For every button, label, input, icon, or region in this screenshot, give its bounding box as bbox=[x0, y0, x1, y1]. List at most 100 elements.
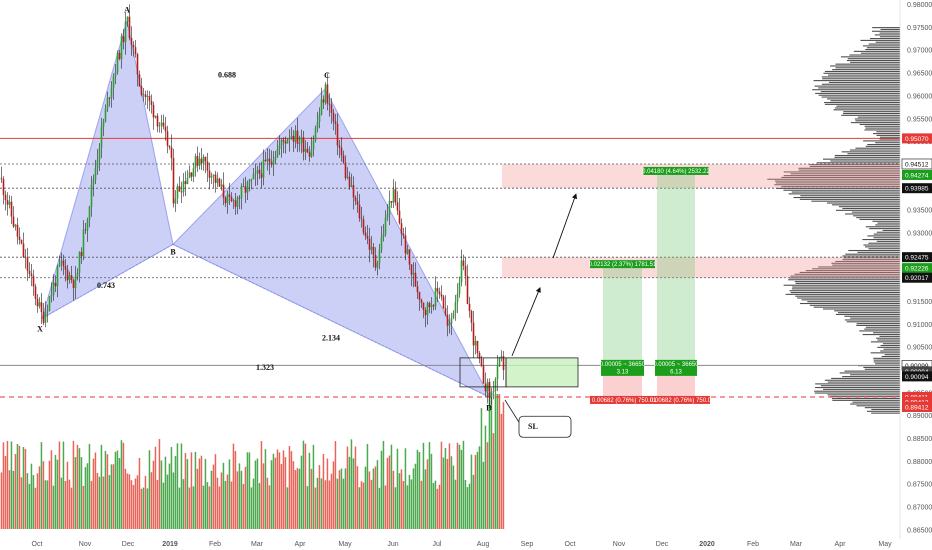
volume-bar bbox=[226, 474, 229, 529]
candle-body bbox=[134, 47, 137, 54]
time-tick-label: Dec bbox=[122, 541, 135, 548]
volume-bar bbox=[328, 480, 331, 529]
price-tag bbox=[902, 391, 932, 402]
volume-bar bbox=[282, 450, 285, 529]
profile-bar bbox=[851, 211, 900, 213]
profile-bar bbox=[837, 312, 900, 314]
candle-body bbox=[364, 232, 367, 236]
candle-body bbox=[162, 122, 165, 127]
profile-bar bbox=[793, 196, 900, 199]
profile-bar bbox=[791, 288, 900, 290]
position-tools[interactable]: 0.02132 (2.37%) 1781.510.00005 ~ 366503.… bbox=[459, 166, 715, 404]
candle-body bbox=[342, 155, 345, 163]
profile-bar bbox=[850, 403, 900, 405]
profile-bar bbox=[821, 96, 900, 98]
long-position-tool[interactable]: 0.02132 (2.37%) 1781.51 0.00005 ~ 366503.… bbox=[589, 260, 657, 397]
profile-bar bbox=[872, 133, 900, 135]
volume-bar bbox=[362, 482, 365, 529]
candle-body bbox=[448, 323, 451, 326]
volume-bar bbox=[206, 482, 209, 529]
volume-bar bbox=[450, 456, 453, 529]
candle-body bbox=[60, 260, 63, 264]
price-tag bbox=[902, 401, 932, 412]
candle-body bbox=[474, 340, 477, 346]
profile-bar bbox=[879, 32, 900, 34]
volume-bar bbox=[416, 449, 419, 529]
profile-bar bbox=[842, 112, 900, 115]
volume-bar bbox=[256, 458, 259, 529]
entry-zone-box[interactable] bbox=[505, 357, 579, 388]
time-tick-label: Nov bbox=[613, 541, 626, 548]
profile-bar bbox=[873, 357, 900, 359]
candle-body bbox=[344, 162, 347, 178]
profile-bar bbox=[842, 255, 900, 257]
candle-body bbox=[308, 152, 311, 157]
profile-bar bbox=[865, 145, 900, 147]
volume-bar bbox=[100, 444, 103, 529]
volume-bar bbox=[136, 475, 139, 529]
volume-bar bbox=[88, 443, 91, 529]
volume-bar bbox=[268, 485, 271, 529]
volume-bar bbox=[80, 457, 83, 529]
candle-body bbox=[350, 185, 353, 187]
price-tick-label: 0.96000 bbox=[907, 93, 932, 100]
candle-body bbox=[328, 103, 331, 105]
volume-bar bbox=[168, 463, 171, 529]
candle-body bbox=[40, 302, 43, 313]
volume-bar bbox=[92, 458, 95, 529]
volume-bar bbox=[340, 468, 343, 529]
volume-bar bbox=[488, 383, 491, 529]
volume-bar bbox=[274, 457, 277, 529]
volume-bar bbox=[502, 402, 505, 529]
profile-bar bbox=[835, 67, 900, 69]
profile-bar bbox=[799, 271, 900, 273]
volume-bar bbox=[46, 480, 49, 529]
volume-bar bbox=[38, 466, 41, 529]
candle-body bbox=[238, 197, 241, 199]
candle-body bbox=[194, 156, 197, 169]
profile-bar bbox=[792, 286, 900, 288]
profile-bar bbox=[869, 228, 900, 230]
volume-bar bbox=[64, 480, 67, 529]
profile-bar bbox=[834, 154, 900, 157]
profile-bar bbox=[814, 390, 900, 392]
long-position-tool[interactable]: 0.04180 (4.64%) 2532.22 0.00005 ~ 366506.… bbox=[642, 166, 711, 397]
candle-body bbox=[112, 76, 115, 88]
profile-bar bbox=[859, 218, 900, 221]
volume-bar bbox=[350, 439, 353, 529]
volume-bar bbox=[32, 475, 35, 529]
volume-bar bbox=[86, 463, 89, 529]
volume-bar bbox=[338, 470, 341, 529]
candle-body bbox=[286, 139, 289, 144]
candle-body bbox=[272, 159, 275, 165]
volume-bar bbox=[102, 476, 105, 529]
candle-body bbox=[178, 186, 181, 192]
volume-bar bbox=[368, 471, 371, 529]
candle-body bbox=[46, 310, 49, 312]
profile-bar bbox=[818, 94, 900, 96]
volume-bar bbox=[110, 464, 113, 529]
price-tag bbox=[902, 396, 932, 407]
candle-body bbox=[160, 122, 163, 126]
volume-bar bbox=[472, 474, 475, 529]
candle-body bbox=[120, 36, 123, 60]
profile-bar bbox=[836, 105, 900, 107]
pattern-labels: SL X A B C D 0.688 0.743 2.134 1.323 bbox=[37, 6, 578, 438]
candle-body bbox=[204, 156, 207, 162]
candle-body bbox=[276, 148, 279, 157]
profile-bar bbox=[869, 38, 900, 40]
candle-body bbox=[38, 302, 41, 307]
volume-bar bbox=[238, 463, 241, 529]
profile-bar bbox=[820, 91, 900, 93]
volume-bar bbox=[242, 483, 245, 529]
candle-body bbox=[174, 198, 177, 204]
profile-bar bbox=[776, 187, 900, 189]
candle-body bbox=[442, 296, 445, 309]
profile-bar bbox=[846, 321, 900, 323]
profile-bar bbox=[875, 41, 900, 43]
volume-bar bbox=[412, 468, 415, 529]
candle-body bbox=[310, 149, 313, 157]
candle-body bbox=[170, 147, 173, 159]
profile-bar bbox=[867, 143, 900, 146]
